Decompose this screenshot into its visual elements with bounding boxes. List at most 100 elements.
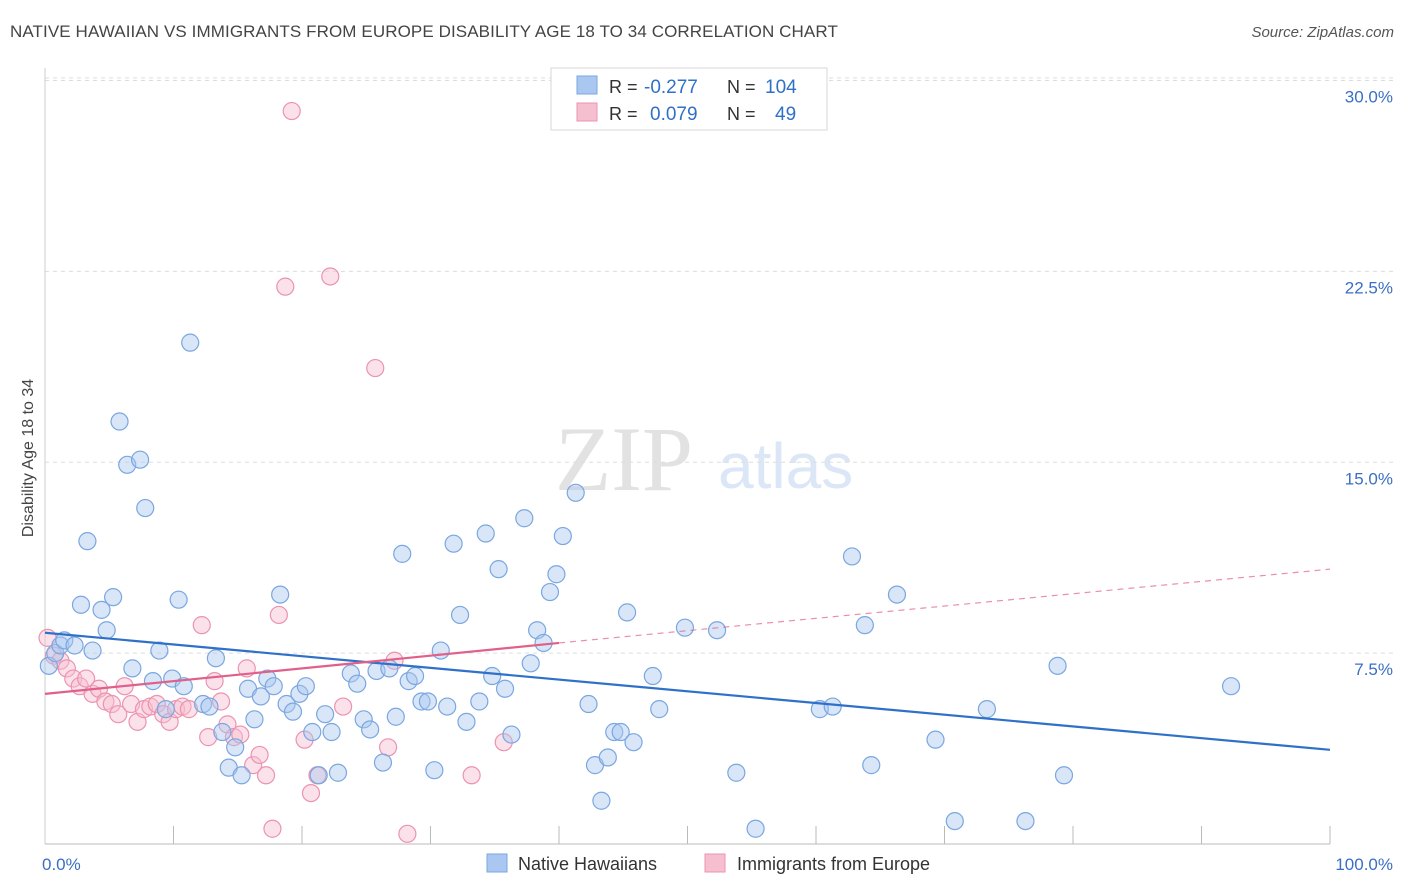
immigrants-from-europe-point — [250, 745, 269, 765]
immigrants-from-europe-point — [211, 692, 231, 711]
native-hawaiians-point — [71, 595, 91, 614]
native-hawaiians-point — [386, 707, 405, 726]
chart-title: NATIVE HAWAIIAN VS IMMIGRANTS FROM EUROP… — [10, 22, 838, 41]
native-hawaiians-point — [156, 700, 175, 719]
immigrants-from-europe-point — [192, 616, 211, 635]
immigrants-from-europe-point — [334, 697, 353, 716]
legend-n-value-2: 49 — [775, 104, 796, 125]
legend-n-label-1: N = — [727, 77, 756, 97]
native-hawaiians-point — [123, 659, 142, 678]
native-hawaiians-point — [618, 603, 637, 622]
watermark-zip: ZIP — [555, 408, 693, 510]
native-hawaiians-point — [78, 532, 97, 551]
native-hawaiians-point — [521, 654, 540, 673]
native-hawaiians-trend-line — [44, 631, 1331, 751]
native-hawaiians-point — [425, 761, 444, 780]
x-tick-label: 0.0% — [42, 855, 81, 874]
native-hawaiians-point — [945, 811, 964, 831]
bottom-legend-label-immigrants: Immigrants from Europe — [737, 854, 930, 874]
native-hawaiians-point — [592, 791, 611, 810]
native-hawaiians-point — [707, 621, 727, 640]
native-hawaiians-point — [104, 588, 123, 607]
immigrants-from-europe-point — [462, 766, 481, 785]
native-hawaiians-point — [438, 697, 457, 716]
native-hawaiians-point — [92, 600, 111, 619]
y-tick-label: 15.0% — [1345, 469, 1393, 488]
native-hawaiians-point — [457, 712, 476, 731]
immigrants-from-europe-points — [38, 101, 513, 843]
native-hawaiians-point — [97, 621, 116, 640]
native-hawaiians-point — [130, 450, 150, 469]
legend-swatch-blue — [576, 75, 598, 95]
native-hawaiians-point — [354, 710, 373, 729]
native-hawaiians-point — [110, 412, 129, 431]
native-hawaiians-point — [727, 763, 746, 782]
immigrants-from-europe-point — [244, 756, 263, 775]
legend-n-label-2: N = — [727, 104, 756, 124]
native-hawaiians-point — [926, 730, 945, 749]
legend-swatch-pink — [576, 102, 598, 122]
x-tick-label: 100.0% — [1335, 855, 1393, 874]
immigrants-from-europe-point — [301, 783, 321, 803]
source-credit: Source: ZipAtlas.com — [1251, 24, 1394, 41]
native-hawaiians-point — [213, 722, 232, 742]
gridlines — [45, 77, 1393, 654]
native-hawaiians-point — [489, 560, 508, 579]
native-hawaiians-point — [431, 641, 450, 660]
immigrants-from-europe-point — [295, 730, 314, 749]
native-hawaiians-point — [251, 687, 270, 706]
native-hawaiians-point — [206, 649, 226, 668]
native-hawaiians-point — [283, 702, 303, 721]
immigrants-from-europe-point — [179, 700, 199, 719]
legend-n-value-1: 104 — [765, 77, 797, 98]
native-hawaiians-point — [1221, 677, 1241, 696]
native-hawaiians-point — [316, 705, 335, 724]
native-hawaiians-point — [862, 756, 881, 775]
native-hawaiians-point — [476, 524, 495, 543]
native-hawaiians-points — [39, 333, 1241, 838]
native-hawaiians-point — [887, 585, 907, 604]
native-hawaiians-point — [547, 565, 566, 584]
native-hawaiians-point — [675, 618, 695, 637]
native-hawaiians-point — [55, 631, 74, 650]
immigrants-from-europe-point — [64, 669, 83, 688]
bottom-legend-swatch-pink — [704, 853, 726, 873]
native-hawaiians-point — [444, 534, 463, 553]
native-hawaiians-point — [855, 616, 874, 635]
immigrants-from-europe-point — [269, 605, 288, 625]
native-hawaiians-point — [624, 733, 643, 752]
immigrants-trend-extension — [558, 568, 1331, 644]
native-hawaiians-point — [83, 641, 102, 660]
immigrants-from-europe-point — [398, 824, 417, 843]
y-tick-label: 30.0% — [1345, 88, 1393, 107]
native-hawaiians-point — [540, 582, 560, 602]
native-hawaiians-point — [553, 526, 572, 546]
native-hawaiians-point — [412, 692, 431, 711]
native-hawaiians-point — [361, 720, 380, 739]
legend-r-value-2: 0.079 — [650, 104, 698, 125]
immigrants-from-europe-point — [494, 733, 513, 752]
native-hawaiians-point — [611, 722, 630, 742]
native-hawaiians-point — [746, 819, 765, 838]
immigrants-trend-line — [44, 641, 560, 695]
trend-lines — [44, 568, 1331, 751]
series-legend: Native Hawaiians Immigrants from Europe — [486, 853, 930, 874]
y-tick-labels: 7.5% 15.0% 22.5% 30.0% — [1345, 88, 1393, 680]
native-hawaiians-point — [169, 590, 188, 609]
watermark-atlas: atlas — [718, 430, 853, 502]
x-tick-labels: 0.0% 100.0% — [42, 855, 1393, 874]
immigrants-from-europe-point — [366, 358, 385, 378]
immigrants-from-europe-point — [263, 819, 282, 838]
native-hawaiians-point — [450, 605, 470, 625]
native-hawaiians-point — [470, 692, 489, 711]
y-axis-label: Disability Age 18 to 34 — [20, 379, 37, 537]
native-hawaiians-point — [842, 547, 862, 566]
legend-r-label-1: R = — [609, 77, 638, 97]
bottom-legend-swatch-blue — [486, 853, 508, 873]
y-tick-label: 7.5% — [1354, 660, 1393, 679]
immigrants-from-europe-point — [102, 694, 121, 714]
immigrants-from-europe-point — [378, 738, 398, 757]
native-hawaiians-point — [566, 483, 585, 502]
native-hawaiians-point — [303, 722, 322, 742]
